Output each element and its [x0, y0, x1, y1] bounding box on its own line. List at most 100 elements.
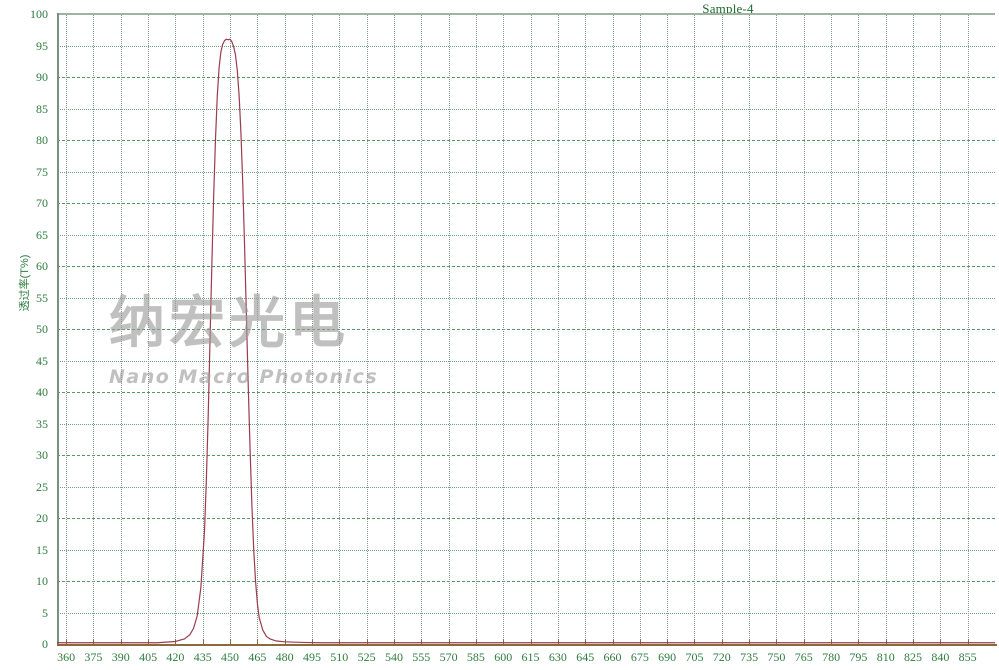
x-tick-label: 555 [412, 650, 431, 664]
axis-bottom [57, 644, 997, 646]
x-tick-label: 570 [439, 650, 458, 664]
x-tick-label: 375 [84, 650, 103, 664]
gridline-vertical [421, 14, 423, 644]
gridline-vertical [803, 14, 805, 644]
x-tick-mark [667, 639, 669, 645]
x-tick-mark [940, 639, 942, 645]
x-tick-mark [858, 639, 860, 645]
x-tick-mark [612, 639, 614, 645]
y-tick-label: 60 [36, 259, 48, 273]
gridline-horizontal [57, 203, 995, 204]
x-tick-label: 405 [139, 650, 158, 664]
x-tick-label: 525 [357, 650, 376, 664]
x-tick-mark [66, 639, 68, 645]
x-tick-label: 825 [904, 650, 923, 664]
x-tick-label: 690 [658, 650, 677, 664]
y-tick-label: 100 [30, 7, 48, 21]
gridline-vertical [776, 14, 778, 644]
x-tick-mark [913, 639, 915, 645]
y-tick-label: 15 [36, 542, 48, 557]
x-tick-mark [175, 639, 177, 645]
gridline-vertical [913, 14, 915, 644]
x-tick-label: 360 [57, 650, 76, 664]
x-tick-label: 585 [466, 650, 485, 664]
gridline-vertical [284, 14, 286, 644]
x-tick-label: 390 [111, 650, 130, 664]
gridline-vertical [66, 14, 68, 644]
transmittance-curve [57, 38, 995, 644]
gridline-horizontal [57, 392, 995, 393]
gridline-vertical [230, 14, 232, 644]
y-tick-label: 5 [42, 605, 48, 620]
y-tick-label: 45 [36, 353, 48, 368]
gridline-horizontal [57, 549, 995, 551]
y-tick-label: 20 [36, 511, 48, 525]
x-tick-mark [557, 639, 559, 645]
y-tick-label: 40 [36, 385, 48, 399]
x-tick-label: 600 [494, 650, 513, 664]
gridline-vertical [366, 14, 368, 644]
x-tick-mark [585, 639, 587, 645]
gridline-vertical [831, 14, 833, 644]
x-tick-mark [366, 639, 368, 645]
x-tick-mark [694, 639, 696, 645]
gridline-horizontal [57, 234, 995, 236]
gridline-vertical [475, 14, 477, 644]
x-tick-label: 540 [384, 650, 403, 664]
x-tick-mark [831, 639, 833, 645]
x-tick-mark [421, 639, 423, 645]
y-tick-label: 90 [36, 70, 48, 84]
x-tick-label: 465 [248, 650, 267, 664]
x-tick-mark [639, 639, 641, 645]
x-tick-label: 420 [166, 650, 185, 664]
x-tick-mark [803, 639, 805, 645]
x-tick-mark [503, 639, 505, 645]
gridline-vertical [393, 14, 395, 644]
gridline-vertical [694, 14, 696, 644]
x-tick-label: 780 [822, 650, 841, 664]
gridline-vertical [612, 14, 614, 644]
gridline-horizontal [57, 297, 995, 299]
gridline-vertical [120, 14, 122, 644]
gridline-horizontal [57, 581, 995, 582]
y-tick-label: 25 [36, 479, 48, 494]
x-tick-mark [721, 639, 723, 645]
gridline-vertical [530, 14, 532, 644]
x-tick-mark [885, 639, 887, 645]
chart-title: Sample-4 [702, 1, 754, 16]
gridline-vertical [967, 14, 969, 644]
gridline-vertical [503, 14, 505, 644]
gridline-vertical [585, 14, 587, 644]
x-tick-label: 510 [330, 650, 349, 664]
x-tick-label: 450 [221, 650, 240, 664]
gridline-horizontal [57, 77, 995, 78]
y-tick-label: 10 [36, 574, 48, 588]
x-tick-mark [202, 639, 204, 645]
x-tick-label: 735 [740, 650, 759, 664]
x-tick-label: 480 [275, 650, 294, 664]
x-tick-label: 705 [685, 650, 704, 664]
gridline-vertical [749, 14, 751, 644]
gridline-vertical [311, 14, 313, 644]
x-tick-mark [475, 639, 477, 645]
x-tick-label: 645 [576, 650, 595, 664]
x-tick-label: 435 [193, 650, 212, 664]
series-line-sample-4 [57, 38, 995, 644]
x-tick-label: 630 [548, 650, 567, 664]
x-tick-label: 660 [603, 650, 622, 664]
x-tick-mark [148, 639, 150, 645]
x-tick-label: 750 [767, 650, 786, 664]
x-tick-mark [257, 639, 259, 645]
axis-top [57, 13, 995, 15]
gridline-horizontal [57, 140, 995, 141]
y-tick-label: 35 [36, 416, 48, 431]
x-tick-mark [776, 639, 778, 645]
gridline-horizontal [57, 423, 995, 425]
gridline-horizontal [57, 360, 995, 362]
y-tick-label: 55 [36, 290, 48, 305]
x-tick-label: 495 [302, 650, 321, 664]
gridline-vertical [257, 14, 259, 644]
y-tick-label: 0 [42, 637, 48, 651]
gridline-vertical [940, 14, 942, 644]
gridline-vertical [148, 14, 150, 644]
